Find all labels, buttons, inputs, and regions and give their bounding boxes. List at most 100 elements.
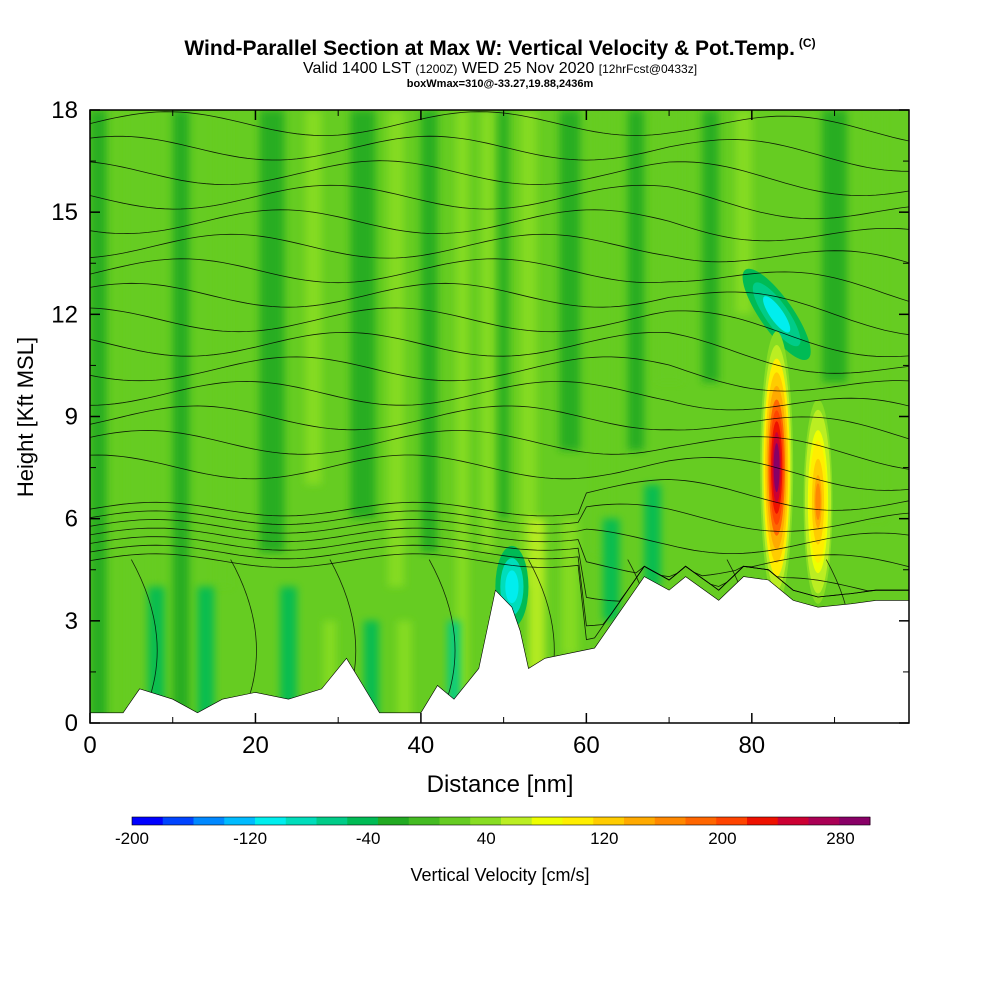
y-axis-label: Height [Kft MSL] bbox=[13, 337, 38, 497]
y-tick-label: 6 bbox=[65, 506, 78, 533]
vv-band bbox=[559, 110, 581, 451]
isentrope-line bbox=[90, 503, 909, 532]
x-tick-label: 80 bbox=[738, 732, 765, 759]
colorbar-swatch bbox=[439, 817, 471, 825]
title-text: Wind-Parallel Section at Max W: Vertical… bbox=[184, 37, 795, 60]
vv-band bbox=[520, 110, 537, 587]
colorbar-label: Vertical Velocity [cm/s] bbox=[410, 865, 589, 885]
vv-band bbox=[455, 110, 469, 723]
colorbar-swatch bbox=[132, 817, 164, 825]
x-axis-label: Distance [nm] bbox=[427, 771, 574, 798]
vv-band bbox=[350, 110, 376, 519]
valid-utc: (1200Z) bbox=[415, 62, 458, 76]
copyright-mark: (C) bbox=[798, 36, 816, 50]
vv-band bbox=[259, 110, 285, 553]
colorbar-swatch bbox=[347, 817, 379, 825]
isentrope-low-line bbox=[131, 559, 158, 703]
vv-band bbox=[867, 110, 885, 519]
isentrope-line bbox=[90, 135, 909, 172]
colorbar-swatch bbox=[193, 817, 225, 825]
isentrope-low-line bbox=[230, 559, 257, 703]
isentrope-line bbox=[90, 258, 909, 302]
downdraft-core bbox=[505, 570, 519, 604]
forecast-info: [12hrFcst@0433z] bbox=[598, 62, 698, 76]
box-info: boxWmax=310@-33.27,19.88,2436m bbox=[406, 78, 594, 90]
isentrope-group bbox=[90, 111, 909, 703]
y-tick-label: 12 bbox=[51, 301, 78, 328]
colorbar-swatch bbox=[285, 817, 317, 825]
colorbar-tick-label: -200 bbox=[115, 829, 149, 848]
isentrope-line bbox=[90, 282, 909, 336]
vv-band bbox=[602, 518, 620, 621]
valid-prefix: Valid 1400 LST bbox=[302, 60, 411, 77]
isentrope-line bbox=[90, 479, 909, 517]
vv-band bbox=[172, 110, 190, 723]
isentrope-line bbox=[90, 454, 909, 491]
x-tick-label: 20 bbox=[242, 732, 269, 759]
y-tick-label: 18 bbox=[51, 97, 78, 124]
colorbar-swatch bbox=[562, 817, 594, 825]
y-tick-label: 15 bbox=[51, 199, 78, 226]
vv-band bbox=[735, 110, 752, 315]
x-tick-label: 40 bbox=[408, 732, 435, 759]
colorbar-tick-label: 40 bbox=[477, 829, 496, 848]
valid-date: WED 25 Nov 2020 bbox=[461, 60, 595, 77]
vv-band bbox=[627, 110, 645, 451]
vv-band bbox=[387, 110, 405, 587]
valid-time-line: Valid 1400 LST (1200Z) WED 25 Nov 2020 [… bbox=[0, 60, 1000, 78]
vv-band bbox=[480, 110, 494, 553]
isentrope-line bbox=[90, 184, 909, 220]
isentrope-line bbox=[90, 111, 909, 142]
colorbar-swatch bbox=[316, 817, 348, 825]
colorbar-swatch bbox=[624, 817, 656, 825]
colorbar-swatch bbox=[470, 817, 502, 825]
isentrope-low-line bbox=[428, 559, 456, 703]
isentrope-line bbox=[90, 527, 909, 578]
vv-band bbox=[396, 620, 412, 723]
isentrope-line bbox=[90, 553, 909, 641]
colorbar-tick-label: 120 bbox=[590, 829, 618, 848]
chart-title: Wind-Parallel Section at Max W: Vertical… bbox=[0, 36, 1000, 61]
vv-band bbox=[420, 110, 438, 553]
y-tick-label: 9 bbox=[65, 404, 78, 431]
terrain-mask bbox=[90, 576, 909, 723]
isentrope-line bbox=[90, 307, 909, 357]
vv-band bbox=[702, 110, 719, 383]
colorbar-tick-label: 200 bbox=[708, 829, 736, 848]
colorbar-swatch bbox=[654, 817, 686, 825]
vv-band bbox=[280, 586, 297, 723]
axes: 0 20 40 60 80 0 3 6 9 12 15 18 bbox=[51, 97, 909, 759]
colorbar-frame bbox=[131, 816, 871, 826]
downdraft-core bbox=[763, 296, 791, 333]
colorbar-tick-label: -40 bbox=[356, 829, 381, 848]
colorbar-swatch bbox=[378, 817, 410, 825]
vv-band bbox=[305, 110, 322, 485]
plot-area bbox=[90, 110, 909, 723]
updraft-shade bbox=[816, 491, 820, 512]
isentrope-line bbox=[90, 160, 909, 197]
colorbar-swatch bbox=[593, 817, 625, 825]
y-tick-label: 0 bbox=[65, 710, 78, 737]
colorbar-swatch bbox=[224, 817, 256, 825]
vv-band bbox=[594, 110, 612, 553]
x-tick-label: 60 bbox=[573, 732, 600, 759]
vv-band bbox=[822, 110, 847, 383]
colorbar-swatch bbox=[255, 817, 287, 825]
vv-band bbox=[528, 518, 545, 689]
colorbar-tick-label: 280 bbox=[826, 829, 854, 848]
x-tick-label: 0 bbox=[83, 732, 96, 759]
isentrope-line bbox=[90, 331, 909, 374]
vv-band bbox=[197, 586, 215, 723]
colorbar-swatch bbox=[808, 817, 840, 825]
vv-band bbox=[656, 110, 682, 383]
vv-band bbox=[214, 110, 231, 587]
colorbar-tick-label: -120 bbox=[233, 829, 267, 848]
vv-band bbox=[561, 518, 579, 655]
colorbar-swatch bbox=[685, 817, 717, 825]
isentrope-line bbox=[90, 380, 909, 411]
isentrope-line bbox=[90, 233, 909, 264]
colorbar-swatch bbox=[162, 817, 194, 825]
vv-band bbox=[644, 484, 661, 587]
y-tick-label: 3 bbox=[65, 608, 78, 635]
